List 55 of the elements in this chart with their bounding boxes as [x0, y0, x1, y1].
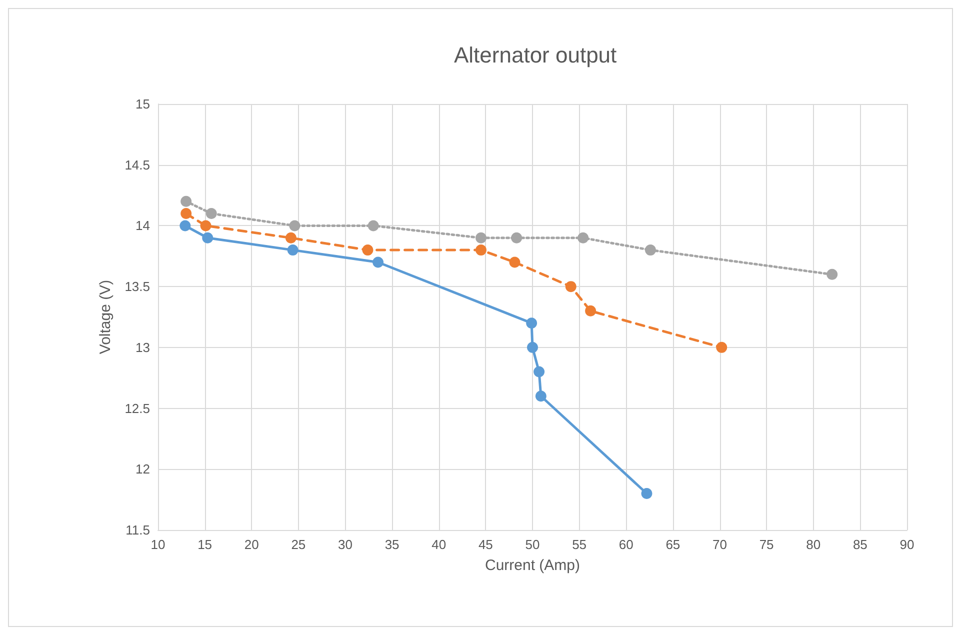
- x-tick-label: 80: [806, 537, 821, 552]
- x-tick-label: 45: [478, 537, 493, 552]
- y-tick-label: 14: [136, 218, 150, 234]
- point: [511, 232, 522, 244]
- x-tick-label: 20: [244, 537, 259, 552]
- x-tick-label: 30: [338, 537, 352, 552]
- x-tick-label: 40: [432, 537, 446, 552]
- point: [362, 244, 374, 256]
- x-tick-label: 15: [198, 537, 212, 552]
- y-tick-label: 12.5: [124, 400, 150, 416]
- point: [565, 281, 576, 292]
- point: [641, 488, 652, 499]
- point: [826, 268, 838, 280]
- x-tick-label: 65: [666, 537, 680, 552]
- point: [287, 244, 298, 256]
- point: [535, 390, 546, 402]
- x-tick-label: 75: [759, 537, 774, 552]
- point: [202, 232, 214, 244]
- chart-title: Alternator output: [454, 42, 617, 68]
- x-axis-title: Current (Amp): [484, 557, 580, 574]
- point: [476, 232, 487, 244]
- x-tick-label: 35: [384, 537, 400, 552]
- x-tick-label: 70: [712, 537, 727, 552]
- point: [644, 244, 656, 256]
- y-tick-label: 15: [136, 96, 150, 112]
- y-tick-label: 13: [136, 340, 150, 355]
- point: [368, 220, 379, 232]
- point: [527, 342, 538, 353]
- x-tick-label: 90: [900, 537, 914, 552]
- point: [285, 232, 296, 244]
- point: [372, 256, 384, 268]
- point: [585, 305, 596, 316]
- y-tick-label: 12: [136, 462, 150, 477]
- point: [180, 208, 192, 220]
- point: [206, 208, 217, 220]
- y-axis-title: Voltage (V): [97, 280, 114, 354]
- point: [289, 220, 300, 232]
- point: [476, 244, 487, 256]
- x-tick-label: 10: [150, 537, 166, 552]
- point: [578, 232, 589, 244]
- x-tick-label: 50: [525, 537, 540, 552]
- x-tick-label: 60: [618, 537, 634, 552]
- point: [534, 366, 545, 378]
- point: [200, 220, 212, 232]
- point: [180, 196, 192, 207]
- point: [180, 220, 191, 232]
- y-tick-label: 13.5: [124, 279, 150, 294]
- x-tick-label: 55: [572, 537, 587, 552]
- point: [526, 318, 538, 329]
- y-tick-label: 11.5: [126, 522, 150, 538]
- x-tick-label: 85: [852, 537, 868, 552]
- x-tick-label: 25: [291, 537, 306, 552]
- y-tick-label: 14.5: [124, 157, 150, 172]
- point: [509, 256, 520, 268]
- point: [716, 342, 728, 353]
